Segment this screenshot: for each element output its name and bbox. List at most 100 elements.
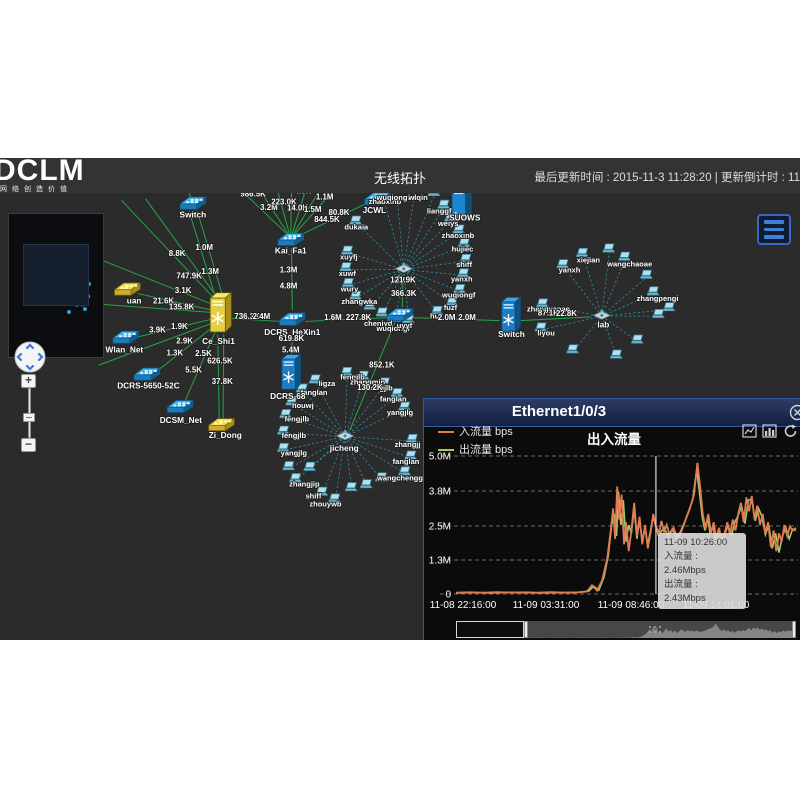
cluster-edge [286, 415, 346, 438]
edge-label: 5.4M [282, 345, 300, 354]
topology-node-Zi_Dong[interactable] [208, 418, 235, 432]
traffic-chart-panel: 5.0M 3.8M 2.5M 1.3M 0 11-08 22:16:00 11-09 03:… [423, 398, 800, 640]
topology-node-DCRS-68[interactable] [281, 353, 302, 390]
datazoom-left-handle[interactable] [524, 621, 528, 638]
node-label: zhaoxinb [442, 231, 475, 240]
topology-node-DCRS_HeXin1[interactable] [279, 312, 306, 326]
edge-label: 8.8K [169, 249, 186, 258]
x-axis-tick: 11-08 22:16:00 [430, 600, 497, 611]
close-icon[interactable] [789, 404, 800, 421]
node-label: zhouywb [309, 500, 342, 509]
topology-edge [297, 204, 365, 237]
datazoom-outside-area[interactable] [456, 621, 524, 638]
node-label: shiff [305, 491, 321, 500]
node-label: fuzf [444, 303, 458, 312]
refresh-icon[interactable] [783, 423, 798, 439]
edge-label: 1.3K [166, 348, 183, 357]
menu-button[interactable] [757, 214, 791, 245]
cluster-edge [344, 436, 368, 487]
edge-label: 1.3M [280, 265, 298, 274]
node-label: lab [597, 320, 609, 329]
topology-canvas[interactable]: zhaoxinbwuqiongfwlqinlianggfweiyszhaoxin… [0, 158, 800, 640]
cluster-edge [403, 260, 467, 270]
node-laptop[interactable] [662, 302, 676, 312]
node-laptop[interactable] [602, 243, 616, 253]
edge-label: 852.1K [369, 360, 395, 369]
zoom-slider-handle[interactable] [23, 413, 35, 422]
menu-icon [764, 220, 784, 224]
node-laptop[interactable] [640, 269, 653, 279]
legend-item-in[interactable]: 入流量 bps [438, 425, 513, 439]
node-label: xuwf [339, 269, 357, 278]
node-label: fengjlb [368, 384, 393, 393]
bar-chart-icon[interactable] [762, 423, 778, 439]
node-laptop[interactable] [566, 344, 579, 354]
node-laptop[interactable] [610, 349, 623, 359]
node-laptop[interactable] [360, 479, 373, 489]
node-laptop[interactable] [282, 461, 295, 471]
node-laptop[interactable] [652, 309, 665, 319]
node-label: Switch [180, 210, 207, 219]
panel-header[interactable]: Ethernet1/0/3 [424, 399, 800, 427]
topology-node-DCSM_Net[interactable] [166, 400, 194, 413]
cluster-edge [344, 384, 386, 437]
zoom-out-button[interactable]: − [21, 438, 36, 452]
node-label: hu [430, 311, 440, 320]
edge-label: 3.9K [149, 326, 166, 335]
topology-node-Wlan_Net[interactable] [112, 330, 140, 344]
edge-label: 37.8K [212, 377, 233, 386]
chart-title: 出入流量 [587, 432, 641, 447]
node-label: Ce_Shi1 [202, 337, 235, 346]
edge-label: 2.0M [458, 313, 476, 322]
node-label: xiejian [577, 256, 601, 265]
topology-edge [276, 186, 290, 234]
node-laptop[interactable] [631, 334, 644, 344]
legend-item-out[interactable]: 出流量 bps [438, 443, 513, 457]
node-laptop[interactable] [303, 461, 317, 471]
cluster-edge [572, 315, 603, 352]
topology-node-DCRS-5650-52C[interactable] [133, 367, 161, 381]
line-chart-icon[interactable] [742, 423, 757, 439]
topology-node-Switch[interactable] [179, 196, 207, 210]
edge-label: 747.9K [176, 272, 202, 281]
tooltip-out-value: 出流量 : 2.43Mbps [664, 579, 706, 604]
node-label: wlqin [407, 193, 428, 202]
node-label: weiys [437, 219, 458, 228]
node-label: SUOWS [449, 214, 481, 223]
topology-edge [155, 326, 214, 373]
topology-edge [520, 316, 592, 322]
edge-label: 2.5K [195, 349, 212, 358]
topology-edge [137, 293, 212, 311]
node-laptop[interactable] [345, 482, 358, 492]
topology-node-Ce_Shi1[interactable] [209, 292, 233, 333]
zoom-in-button[interactable]: + [21, 374, 36, 388]
topology-minimap[interactable] [8, 213, 104, 358]
cluster-edge [601, 315, 639, 343]
cluster-edge [344, 408, 406, 437]
topology-edge [231, 317, 281, 322]
node-label: wangchaoae [606, 259, 652, 268]
topology-node-Kai_Fa1[interactable] [277, 232, 304, 246]
datazoom-selected-area[interactable] [528, 621, 792, 638]
y-axis-tick: 3.8M [429, 487, 451, 498]
pan-control[interactable] [14, 341, 46, 373]
datazoom-right-handle[interactable] [792, 621, 796, 638]
edge-label: 986.5K [240, 189, 266, 198]
topology-edge [120, 199, 215, 299]
datazoom-grip-dots [649, 631, 651, 633]
y-axis-tick: 5.0M [429, 452, 451, 463]
topology-edge [184, 331, 216, 403]
node-label: zhangjip [289, 479, 320, 488]
topology-node-uan[interactable] [114, 282, 141, 296]
edge-label: 1.5M [304, 205, 322, 214]
node-laptop-chenjyd[interactable] [375, 307, 389, 317]
topology-node-Switch[interactable] [500, 296, 522, 333]
datazoom-grip-dots [659, 631, 661, 633]
node-label: yangjlg [281, 448, 308, 457]
node-label: uyyf [397, 321, 413, 330]
node-label: Switch [498, 330, 525, 339]
node-label: DCRS-68 [270, 392, 306, 401]
cluster-edge [356, 269, 404, 299]
edge-label: 1.1M [316, 192, 334, 201]
edge-label: 1.9K [171, 322, 188, 331]
